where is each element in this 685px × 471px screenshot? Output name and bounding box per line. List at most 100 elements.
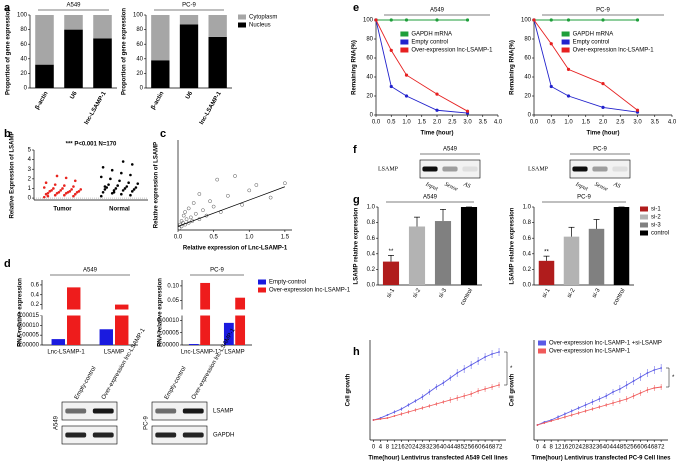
y-tick-label: 0.00010 (157, 318, 179, 324)
lane-label: Sense (594, 182, 609, 193)
data-point (72, 194, 75, 198)
data-point (101, 191, 105, 194)
data-point (442, 382, 445, 384)
y-tick-label: 5 (28, 148, 32, 154)
data-point (121, 189, 125, 192)
panel-label: b (4, 128, 11, 140)
data-point (646, 372, 649, 374)
data-point (421, 396, 424, 398)
y-tick-label: 0.4 (31, 292, 40, 298)
data-point (64, 176, 68, 180)
significance-bracket (504, 351, 508, 386)
data-point (73, 179, 77, 183)
bar (382, 261, 400, 285)
y-tick-label: 0.4 (523, 251, 532, 257)
bar-segment (35, 64, 54, 88)
data-point (190, 219, 195, 223)
lane-label: Empty-control (74, 366, 98, 401)
data-point (549, 84, 553, 89)
legend-swatch (538, 340, 546, 346)
trend-line (177, 186, 286, 227)
data-point (53, 193, 57, 197)
data-point (618, 400, 621, 402)
x-tick-label: 12 (555, 445, 562, 451)
data-point (99, 194, 103, 198)
y-tick-label: 100 (133, 13, 144, 19)
data-point (101, 166, 105, 169)
bar (67, 287, 81, 345)
lane-label: Input (424, 181, 439, 192)
x-tick-label: lnc-LSAMP-1 (84, 90, 108, 126)
y-tick-label: 80 (20, 27, 27, 33)
bar (188, 344, 199, 345)
data-point (598, 406, 601, 408)
y-tick-label: 0.10 (167, 283, 179, 289)
bar-segment (64, 15, 83, 30)
data-point (550, 420, 553, 422)
y-tick-label: 100 (521, 18, 532, 24)
y-axis-label: Relative Expression of LSAMP (10, 131, 16, 218)
data-point (44, 181, 48, 184)
data-point (116, 184, 119, 187)
y-tick-label: 60 (366, 56, 373, 62)
x-tick-label: control (612, 288, 626, 307)
x-axis-label: Time (hour) (587, 131, 620, 137)
data-point (491, 353, 493, 355)
data-point (59, 189, 62, 192)
data-point (456, 397, 459, 399)
x-tick-label: 16 (562, 445, 569, 451)
legend-label: si-1 (651, 207, 661, 213)
protein-label: LSAMP (378, 166, 399, 172)
data-point (233, 174, 237, 178)
data-point (566, 67, 571, 71)
data-point (584, 410, 587, 412)
data-point (99, 175, 103, 179)
annotation: * (672, 375, 675, 381)
legend-label: Over-expression lnc-LSAMP-1 (549, 349, 631, 355)
data-point (435, 92, 439, 96)
data-point (226, 193, 230, 198)
x-tick-label: 2.5 (448, 120, 457, 126)
chart-title: PC-9 (210, 268, 224, 274)
data-point (215, 177, 220, 182)
data-point (660, 386, 663, 388)
data-point (400, 413, 403, 415)
x-tick-label: 16 (398, 445, 405, 451)
panel-label: f (353, 144, 357, 156)
data-point (463, 368, 466, 370)
x-axis-label: Time (hour) (421, 131, 454, 137)
y-tick-label: 20 (366, 94, 373, 100)
blot-band (92, 432, 114, 438)
data-point (605, 395, 608, 397)
x-tick-label: 1.0 (564, 120, 573, 126)
x-tick-label: 2.0 (433, 120, 442, 126)
x-tick-label: 68 (489, 445, 496, 451)
data-point (442, 401, 445, 403)
bar-segment (151, 60, 170, 88)
bar-segment (179, 15, 199, 25)
y-axis-label: Relative expression of LSAMP (154, 142, 160, 228)
bar-segment (93, 15, 112, 39)
legend-swatch (238, 14, 246, 20)
blot-frame (151, 401, 208, 421)
data-point (208, 199, 212, 204)
y-axis-label: Cell growth (510, 373, 516, 406)
data-point (498, 384, 500, 386)
y-tick-label: 0.00010 (17, 323, 39, 329)
legend-label: Over-expression lnc-LSAMP-1 (573, 48, 655, 54)
x-tick-label: si-1 (542, 287, 552, 299)
x-tick-label: 0.0 (372, 120, 381, 126)
panel-label: d (4, 258, 11, 270)
axis-break (179, 309, 252, 316)
legend-label: Over-expression lnc-LSAMP-1 +si-LSAMP (549, 341, 662, 347)
data-point (601, 82, 605, 86)
data-point (53, 183, 57, 186)
y-axis-label: Remaining RNA(%) (352, 40, 358, 95)
y-tick-label: 40 (136, 56, 143, 62)
data-point (566, 94, 571, 98)
y-tick-label: 40 (20, 56, 27, 62)
x-tick-label: 20 (405, 445, 412, 451)
x-tick-label: 3.0 (633, 120, 642, 126)
bar (235, 297, 246, 345)
data-point (73, 192, 77, 196)
